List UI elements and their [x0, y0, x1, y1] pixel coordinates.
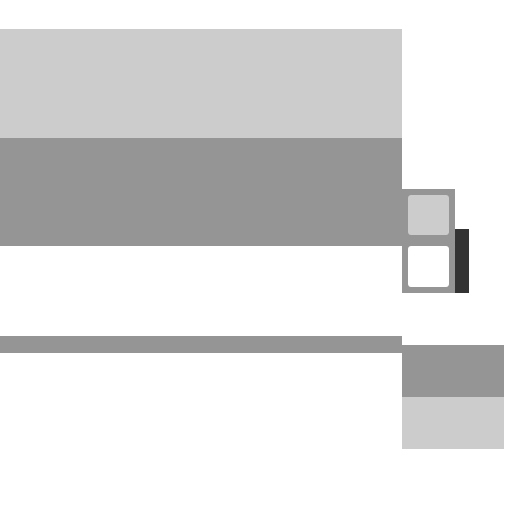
top-band	[0, 29, 402, 138]
thin-divider-bar	[0, 336, 402, 353]
dark-strip	[455, 229, 469, 293]
side-block-mid	[402, 345, 504, 397]
middle-band	[0, 138, 402, 246]
side-block-light	[402, 397, 504, 449]
swatch-light[interactable]	[408, 195, 449, 235]
swatch-white[interactable]	[408, 246, 449, 287]
